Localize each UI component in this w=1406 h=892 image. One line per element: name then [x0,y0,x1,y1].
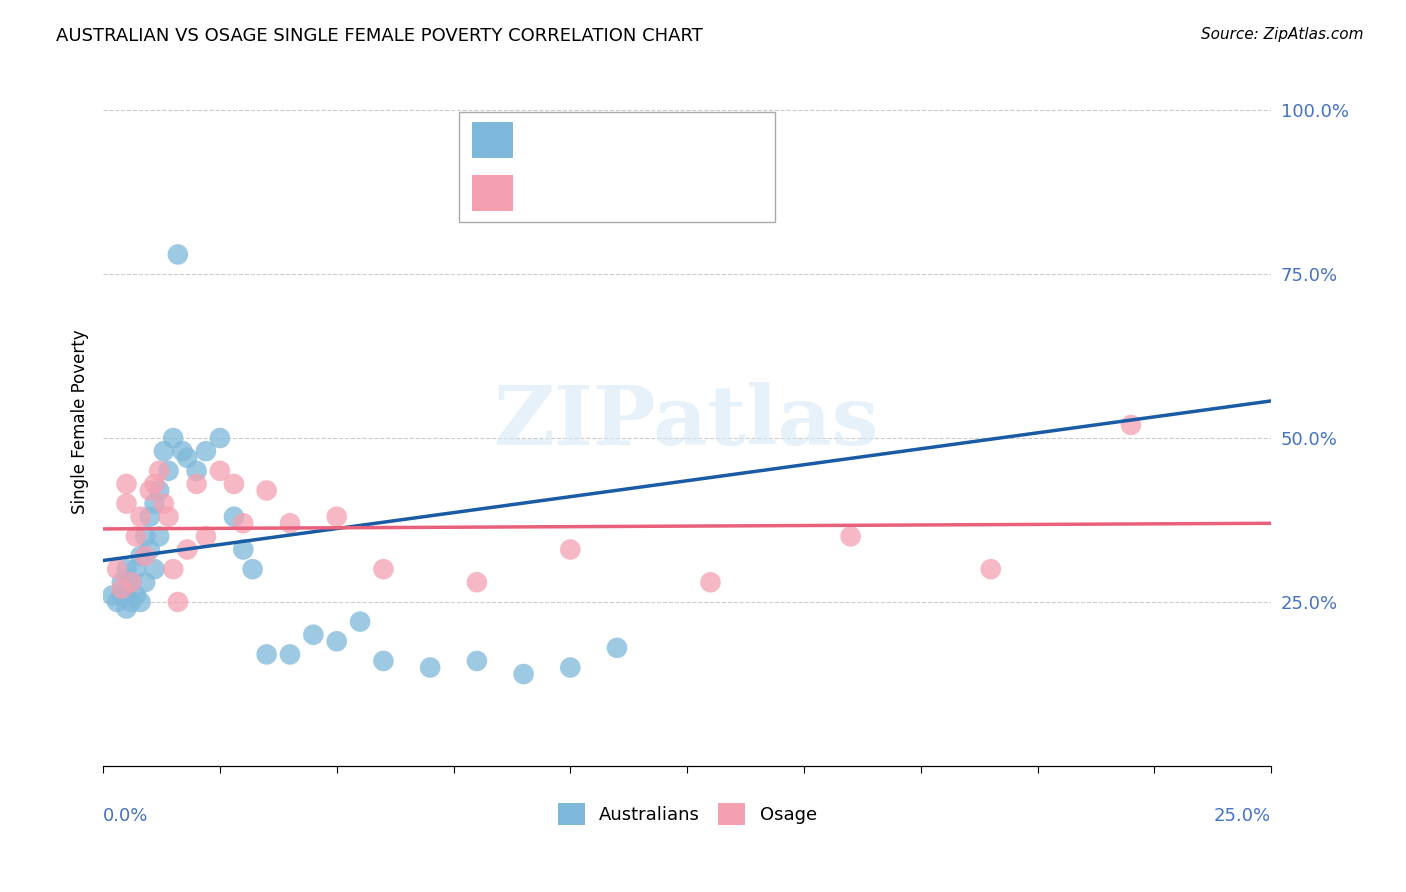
Point [115,582,138,596]
Point [111,575,134,590]
Point [115,497,138,511]
Point [115,562,138,576]
Point [101,588,124,602]
Point [980,562,1002,576]
Y-axis label: Single Female Poverty: Single Female Poverty [72,329,89,514]
Text: AUSTRALIAN VS OSAGE SINGLE FEMALE POVERTY CORRELATION CHART: AUSTRALIAN VS OSAGE SINGLE FEMALE POVERT… [56,27,703,45]
Point [560,660,582,674]
Point [256,648,278,662]
Point [465,575,488,590]
Point [465,654,488,668]
Point [139,483,162,498]
Point [134,575,156,590]
Point [148,464,170,478]
Text: Source: ZipAtlas.com: Source: ZipAtlas.com [1201,27,1364,42]
Point [208,431,231,445]
Point [208,464,231,478]
Point [105,595,128,609]
Point [606,640,628,655]
Text: ZIPatlas: ZIPatlas [495,382,880,462]
Point [162,431,184,445]
Point [699,575,721,590]
Point [167,595,190,609]
Point [115,601,138,615]
Point [373,562,395,576]
Point [172,444,194,458]
Point [143,477,166,491]
Point [232,516,254,531]
Point [129,595,152,609]
Text: 0.0%: 0.0% [103,807,149,825]
Point [120,575,142,590]
Point [278,648,301,662]
Point [129,509,152,524]
Point [419,660,441,674]
Point [176,450,198,465]
Point [222,509,245,524]
Point [186,477,208,491]
Point [120,575,142,590]
Point [111,582,134,596]
Point [157,509,180,524]
Point [194,529,217,543]
Point [256,483,278,498]
Point [373,654,395,668]
Point [325,509,347,524]
Point [105,562,128,576]
Point [186,464,208,478]
Point [111,588,134,602]
Point [699,123,721,137]
Point [162,562,184,576]
Legend: Australians, Osage: Australians, Osage [550,796,824,832]
Point [125,529,148,543]
Point [222,477,245,491]
Point [125,562,148,576]
Point [839,529,862,543]
Point [134,529,156,543]
Point [139,542,162,557]
Point [1119,417,1142,432]
Point [120,595,142,609]
Point [652,123,675,137]
Point [157,464,180,478]
Point [349,615,371,629]
Point [143,562,166,576]
Point [129,549,152,563]
Point [278,516,301,531]
Point [302,628,325,642]
Point [167,247,190,261]
Point [139,509,162,524]
Point [560,542,582,557]
Point [125,588,148,602]
Point [148,483,170,498]
Point [242,562,264,576]
Point [134,549,156,563]
Point [512,667,534,681]
Point [153,444,176,458]
Point [115,477,138,491]
Point [153,497,176,511]
Text: 25.0%: 25.0% [1213,807,1271,825]
Point [194,444,217,458]
Point [232,542,254,557]
Point [143,497,166,511]
Point [176,542,198,557]
Point [325,634,347,648]
Point [148,529,170,543]
